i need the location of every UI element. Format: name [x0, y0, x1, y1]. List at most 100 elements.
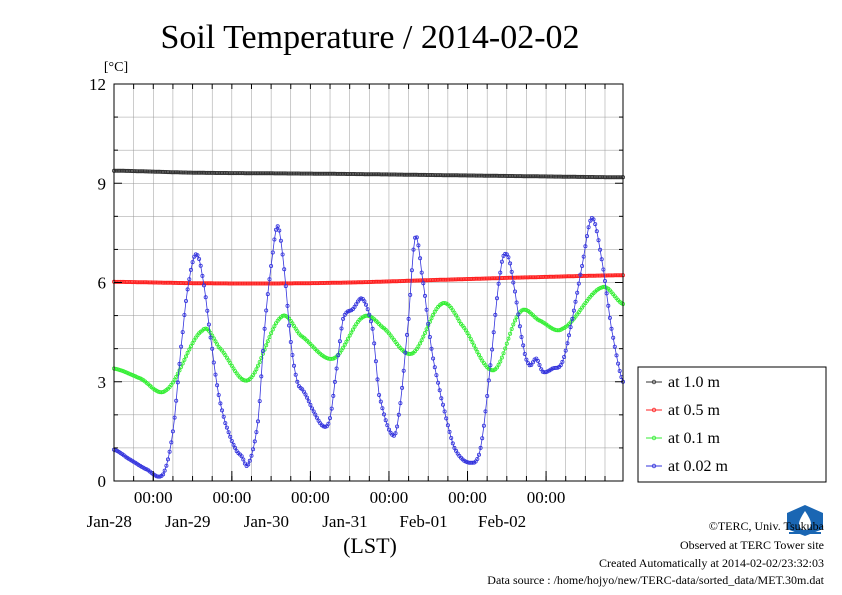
series-point [224, 425, 229, 430]
series-point [342, 342, 347, 347]
series-point [228, 434, 233, 439]
series-point [185, 287, 190, 292]
series-point [264, 343, 269, 348]
series-point [404, 332, 409, 337]
series-point [213, 372, 218, 377]
series-point [472, 343, 477, 348]
series-point [233, 445, 238, 450]
series-point [480, 436, 485, 441]
series-point [586, 225, 591, 230]
series-point [429, 346, 434, 351]
series-point [535, 358, 540, 363]
series-point [305, 395, 310, 400]
x-tick-date-label: Jan-30 [244, 512, 289, 531]
series-point [442, 409, 447, 414]
series-point [452, 445, 457, 450]
series-point [488, 363, 493, 368]
y-tick-label: 12 [89, 75, 106, 94]
series-point [440, 402, 445, 407]
series-point [509, 326, 514, 331]
series-point [341, 345, 346, 350]
series-point [570, 316, 575, 321]
series-point [508, 331, 513, 336]
series-point [468, 337, 473, 342]
series-point [385, 423, 390, 428]
series-line [113, 217, 624, 477]
x-tick-label: 00:00 [134, 488, 173, 507]
x-tick-label: 00:00 [527, 488, 566, 507]
series-point [341, 316, 346, 321]
series-point [264, 308, 269, 313]
series-point [513, 318, 518, 323]
series-point [612, 344, 617, 349]
series-line [113, 286, 624, 393]
series-point [198, 263, 203, 268]
series-point [246, 462, 251, 467]
series-point [172, 415, 177, 420]
series-point [278, 238, 283, 243]
series-point [206, 322, 211, 327]
series-point [161, 472, 166, 477]
series-point [162, 468, 167, 473]
series-point [508, 261, 513, 266]
series-point [607, 315, 612, 320]
series-point [506, 255, 511, 260]
series-point [277, 228, 282, 233]
series-point [419, 338, 424, 343]
series-point [594, 229, 599, 234]
series-point [504, 252, 509, 257]
series-point [558, 363, 563, 368]
series-point [470, 460, 475, 465]
series-point [496, 362, 501, 367]
series-point [270, 250, 275, 255]
series-point [229, 363, 234, 368]
series-point [447, 429, 452, 434]
series-point [170, 380, 175, 385]
series-point [606, 303, 611, 308]
series-point [282, 267, 287, 272]
series-point [455, 316, 460, 321]
series-point [563, 348, 568, 353]
series-point [187, 347, 192, 352]
series-point [383, 418, 388, 423]
series-point [285, 303, 290, 308]
series-point [483, 409, 488, 414]
series-point [247, 458, 252, 463]
series-point [254, 430, 259, 435]
series-point [498, 359, 503, 364]
series-point [179, 344, 184, 349]
series-point [486, 378, 491, 383]
series-point [454, 313, 459, 318]
legend-label: at 0.5 m [668, 402, 721, 419]
series-point [503, 346, 508, 351]
series-point [363, 302, 368, 307]
series-point [457, 319, 462, 324]
series-point [560, 359, 565, 364]
series-point [283, 284, 288, 289]
series-point [491, 330, 496, 335]
series-point [519, 334, 524, 339]
series-point [424, 327, 429, 332]
series-point [494, 296, 499, 301]
series-point [439, 396, 444, 401]
series-point [367, 312, 372, 317]
series-point [583, 244, 588, 249]
series-point [255, 419, 260, 424]
series-point [213, 339, 218, 344]
series-point [175, 380, 180, 385]
series-point [437, 388, 442, 393]
series-point [401, 368, 406, 373]
series-point [604, 291, 609, 296]
series-point [252, 439, 257, 444]
series-point [183, 298, 188, 303]
series-point [521, 343, 526, 348]
series-point [288, 339, 293, 344]
legend-label: at 1.0 m [668, 374, 721, 391]
y-tick-label: 0 [98, 472, 107, 491]
series-point [265, 292, 270, 297]
series-point [598, 247, 603, 252]
series-point [414, 235, 419, 240]
series-point [368, 319, 373, 324]
series-point [603, 278, 608, 283]
